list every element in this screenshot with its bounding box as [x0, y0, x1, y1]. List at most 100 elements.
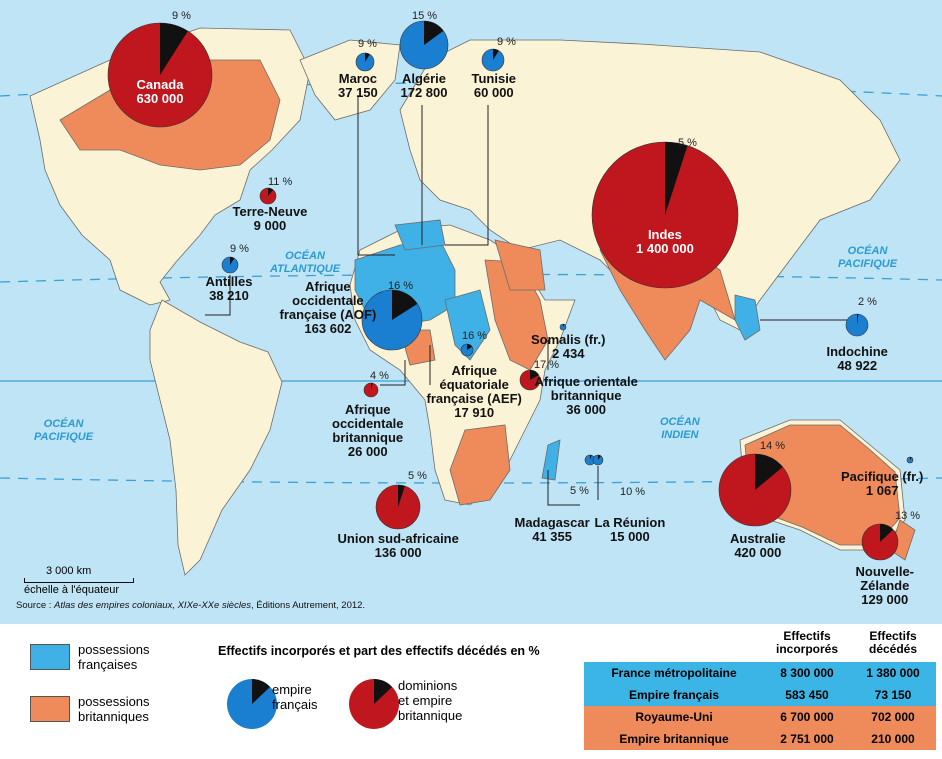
pct-aorb: 17 % [534, 359, 560, 371]
greenland [299, 39, 401, 121]
territory-value: 48 922 [837, 358, 878, 373]
label-algerie: Algérie 172 800 [401, 72, 448, 100]
label-indes: Indes 1 400 000 [636, 228, 694, 256]
stats-cell-dec: 702 000 [850, 706, 936, 728]
territory-name: Afrique occidentale française (AOF) [279, 279, 377, 322]
legend-empire-fr: empire français [272, 682, 318, 712]
territory-value: 26 000 [347, 444, 388, 459]
territory-value: 41 355 [532, 529, 572, 544]
pct-indochine: 2 % [858, 296, 877, 308]
madagascar-territory [541, 439, 561, 481]
pie-slice-dead-tunisie [493, 49, 499, 60]
territory-value: 420 000 [734, 545, 782, 560]
territory-value: 9 000 [253, 218, 287, 233]
territory-value: 1 400 000 [636, 241, 694, 256]
territory-value: 17 910 [454, 405, 495, 420]
stats-row: Royaume-Uni 6 700 000 702 000 [584, 706, 936, 728]
territory-value: 163 602 [304, 321, 352, 336]
legend-empire-brit: dominions et empire britannique [398, 678, 463, 723]
label-antilles: Antilles 38 210 [206, 275, 253, 303]
territory-name: Pacifique (fr.) [841, 469, 924, 484]
territory-name: Madagascar [514, 515, 590, 530]
label-aorb: Afrique orientale britannique 36 000 [535, 375, 638, 417]
label-terre-neuve: Terre-Neuve 9 000 [233, 205, 308, 233]
territory-name: Indes [647, 227, 682, 242]
territory-value: 630 000 [136, 91, 184, 106]
pct-aob: 4 % [370, 370, 389, 382]
stats-row: Empire britannique 2 751 000 210 000 [584, 728, 936, 750]
legend-swatch-british [30, 696, 70, 722]
label-usa: Union sud-africaine 136 000 [338, 532, 459, 560]
stats-table: Effectifs incorporés Effectifs décédés F… [584, 624, 936, 750]
pct-reunion: 10 % [620, 486, 646, 498]
territory-value: 2 434 [551, 346, 585, 361]
label-nz: Nouvelle- Zélande 129 000 [856, 565, 915, 607]
label-tunisie: Tunisie 60 000 [472, 72, 517, 100]
territory-value: 60 000 [473, 85, 514, 100]
header-decedes: Effectifs décédés [868, 629, 918, 656]
indochine-territory [734, 294, 761, 341]
pct-aef: 16 % [462, 330, 488, 342]
stats-cell-label: France métropolitaine [584, 662, 764, 684]
label-maroc: Maroc 37 150 [338, 72, 378, 100]
source-line: Source : Atlas des empires coloniaux, XI… [16, 600, 366, 611]
pct-usa: 5 % [408, 470, 427, 482]
territory-value: 136 000 [374, 545, 422, 560]
territory-value: 36 000 [566, 402, 607, 417]
label-pacifique: Pacifique (fr.) 1 067 [841, 470, 923, 498]
pct-canada: 9 % [172, 10, 191, 22]
pie-slice-dead-aob [371, 383, 373, 390]
pct-aof: 16 % [388, 280, 414, 292]
territory-name: Antilles [205, 274, 253, 289]
territory-value: 15 000 [610, 529, 650, 544]
stats-cell-dec: 1 380 000 [850, 662, 936, 684]
stats-row: France métropolitaine 8 300 000 1 380 000 [584, 662, 936, 684]
pct-antilles: 9 % [230, 243, 249, 255]
stats-cell-label: Royaume-Uni [584, 706, 764, 728]
territory-name: Afrique équatoriale française (AEF) [426, 363, 522, 406]
territory-value: 1 067 [865, 483, 899, 498]
ocean-pacifique-est: OCÉAN PACIFIQUE [838, 245, 898, 270]
pct-maroc: 9 % [358, 38, 377, 50]
territory-value: 37 150 [338, 85, 378, 100]
pie-slice-dead-aof [392, 290, 418, 320]
territory-name: Somalis (fr.) [531, 332, 606, 347]
label-australie: Australie 420 000 [730, 532, 786, 560]
stats-cell-inc: 2 751 000 [764, 728, 850, 750]
pie-slice-dead-maroc [365, 53, 370, 62]
stats-cell-dec: 73 150 [850, 684, 936, 706]
leader-lines [205, 95, 850, 506]
pie-slice-dead-terre-neuve [268, 188, 274, 196]
pie-layer [107, 20, 914, 561]
pie-slice-dead-aef [467, 344, 473, 350]
stats-cell-inc: 6 700 000 [764, 706, 850, 728]
pie-slice-dead-pacifique [910, 457, 912, 460]
aef-territory [444, 289, 491, 361]
pie-slice-dead-usa [398, 485, 405, 507]
south-africa-brit [449, 424, 511, 506]
territory-name: Algérie [401, 71, 447, 86]
territory-name: Maroc [338, 71, 378, 86]
territory-name: Indochine [826, 344, 888, 359]
stats-row: Empire français 583 450 73 150 [584, 684, 936, 706]
pct-indes: 5 % [678, 137, 697, 149]
label-aef: Afrique équatoriale française (AEF) 17 91… [427, 364, 522, 420]
label-madagascar: Madagascar 41 355 [515, 516, 590, 544]
territory-name: Afrique orientale britannique [534, 374, 638, 403]
label-aob: Afrique occidentale britannique 26 000 [332, 403, 404, 459]
territory-value: 129 000 [861, 592, 909, 607]
egypt-sudan [494, 239, 546, 291]
territory-name: Terre-Neuve [232, 204, 308, 219]
label-somalis: Somalis (fr.) 2 434 [531, 333, 605, 361]
pie-slice-dead-antilles [230, 257, 235, 265]
territory-name: Tunisie [471, 71, 517, 86]
territory-name: Canada [136, 77, 184, 92]
legend-french-label: possessions françaises [78, 642, 150, 672]
pie-slice-dead-australie [755, 454, 783, 490]
stats-cell-label: Empire britannique [584, 728, 764, 750]
territory-value: 172 800 [400, 85, 448, 100]
ocean-pacifique-ouest: OCÉAN PACIFIQUE [34, 418, 94, 443]
territory-name: Australie [730, 531, 786, 546]
pie-slice-dead-canada [160, 23, 188, 75]
ocean-atlantique: OCÉAN ATLANTIQUE [270, 250, 341, 275]
